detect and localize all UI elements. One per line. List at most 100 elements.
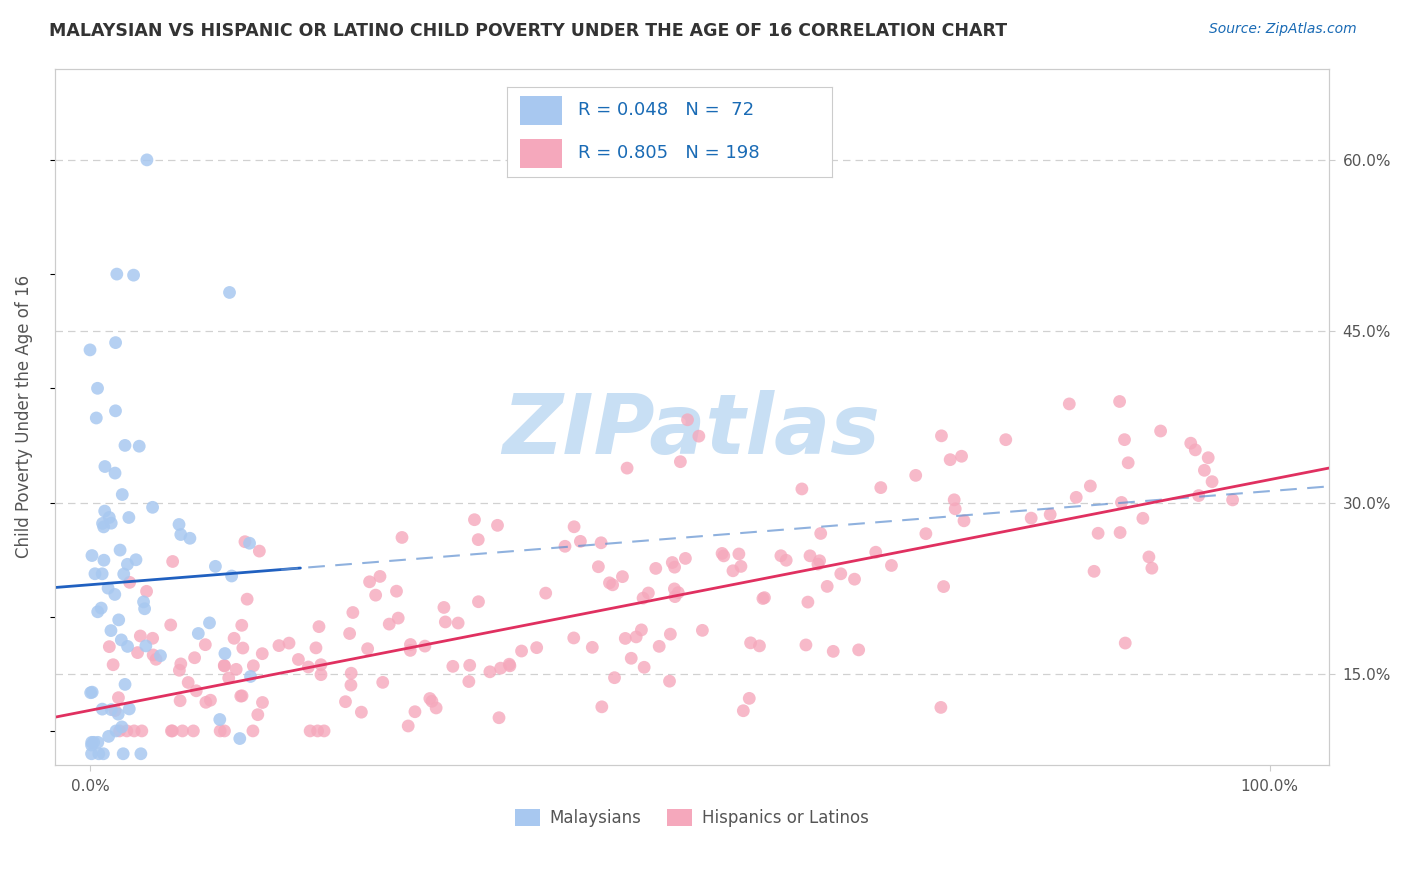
- Text: Source: ZipAtlas.com: Source: ZipAtlas.com: [1209, 22, 1357, 37]
- Point: [309, 667, 332, 681]
- Point: [159, 618, 181, 632]
- Point: [335, 695, 357, 709]
- Point: [602, 578, 624, 592]
- Point: [943, 501, 966, 516]
- Point: [242, 723, 264, 738]
- Point: [122, 268, 145, 282]
- Point: [112, 567, 135, 582]
- Point: [399, 638, 422, 652]
- Point: [222, 632, 245, 646]
- Point: [721, 564, 744, 578]
- Point: [340, 678, 363, 692]
- Point: [305, 640, 328, 655]
- Point: [142, 648, 165, 662]
- Point: [488, 711, 510, 725]
- Point: [658, 674, 681, 689]
- Point: [478, 665, 501, 679]
- Point: [848, 643, 870, 657]
- Point: [633, 660, 655, 674]
- Point: [100, 516, 122, 531]
- Point: [80, 549, 103, 563]
- Point: [186, 683, 208, 698]
- Point: [830, 566, 852, 581]
- Point: [612, 569, 634, 583]
- Point: [93, 520, 115, 534]
- Point: [93, 747, 115, 761]
- Point: [1111, 495, 1133, 509]
- Point: [569, 534, 592, 549]
- Point: [457, 674, 479, 689]
- Point: [231, 689, 253, 703]
- Point: [591, 535, 613, 549]
- Point: [1188, 489, 1211, 503]
- Point: [267, 639, 290, 653]
- Point: [107, 613, 129, 627]
- Point: [145, 652, 167, 666]
- Point: [114, 438, 136, 452]
- Point: [588, 559, 610, 574]
- Point: [467, 595, 489, 609]
- Point: [339, 626, 361, 640]
- Point: [309, 657, 332, 672]
- Point: [692, 624, 714, 638]
- Point: [510, 644, 533, 658]
- Point: [534, 586, 557, 600]
- Point: [90, 601, 112, 615]
- Point: [869, 481, 891, 495]
- Point: [1149, 424, 1171, 438]
- Point: [794, 638, 817, 652]
- Point: [129, 629, 152, 643]
- Point: [135, 153, 157, 167]
- Point: [371, 675, 394, 690]
- Point: [1222, 492, 1244, 507]
- Point: [194, 638, 217, 652]
- Point: [713, 549, 735, 563]
- Point: [664, 590, 686, 604]
- Point: [98, 510, 121, 524]
- Point: [252, 696, 274, 710]
- Point: [754, 591, 776, 605]
- Point: [142, 632, 165, 646]
- Point: [129, 747, 152, 761]
- Point: [994, 433, 1017, 447]
- Point: [425, 701, 447, 715]
- Point: [603, 671, 626, 685]
- Text: MALAYSIAN VS HISPANIC OR LATINO CHILD POVERTY UNDER THE AGE OF 16 CORRELATION CH: MALAYSIAN VS HISPANIC OR LATINO CHILD PO…: [49, 22, 1007, 40]
- Point: [239, 669, 262, 683]
- Point: [118, 702, 141, 716]
- Point: [91, 566, 114, 581]
- Point: [187, 626, 209, 640]
- Point: [1019, 511, 1042, 525]
- Point: [823, 644, 845, 658]
- Point: [100, 624, 122, 638]
- Legend: Malaysians, Hispanics or Latinos: Malaysians, Hispanics or Latinos: [508, 802, 875, 833]
- Point: [614, 632, 637, 646]
- Point: [808, 554, 831, 568]
- Point: [104, 335, 127, 350]
- Point: [419, 691, 441, 706]
- Point: [162, 723, 184, 738]
- Point: [308, 620, 330, 634]
- Point: [728, 547, 751, 561]
- Point: [434, 615, 457, 629]
- Point: [218, 671, 240, 685]
- Point: [104, 404, 127, 418]
- Point: [86, 605, 108, 619]
- Point: [149, 648, 172, 663]
- Point: [915, 526, 938, 541]
- Point: [105, 723, 128, 738]
- Point: [169, 694, 191, 708]
- Point: [79, 343, 101, 357]
- Point: [214, 647, 236, 661]
- Point: [198, 615, 221, 630]
- Point: [104, 704, 127, 718]
- Point: [385, 584, 408, 599]
- Point: [238, 536, 260, 550]
- Point: [498, 657, 520, 672]
- Point: [807, 557, 830, 571]
- Point: [1194, 463, 1216, 477]
- Point: [1201, 475, 1223, 489]
- Point: [1064, 491, 1087, 505]
- Point: [342, 606, 364, 620]
- Point: [1114, 636, 1136, 650]
